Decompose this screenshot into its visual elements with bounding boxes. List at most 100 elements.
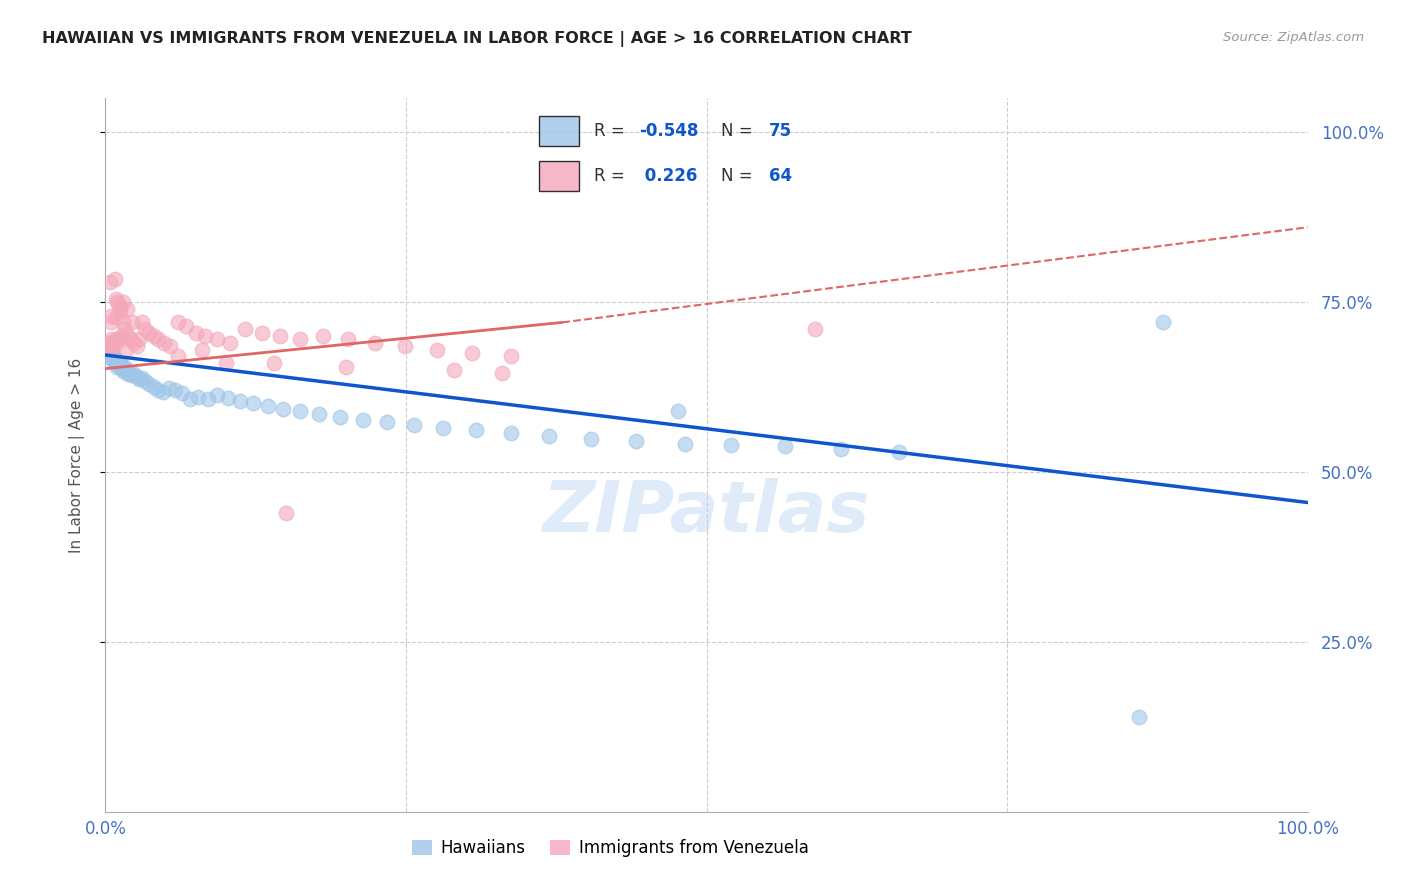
Point: [720, 438, 742, 452]
Point: [148, 383, 170, 397]
Point: [464, 424, 486, 438]
Point: [194, 329, 217, 343]
Point: [263, 356, 285, 370]
Point: [499, 426, 522, 441]
Point: [97, 343, 120, 357]
Text: 64: 64: [769, 168, 792, 186]
Legend: Hawaiians, Immigrants from Venezuela: Hawaiians, Immigrants from Venezuela: [405, 833, 815, 864]
Point: [114, 322, 136, 336]
Point: [98, 343, 121, 358]
Point: [100, 346, 122, 360]
Point: [773, 439, 796, 453]
Point: [187, 390, 209, 404]
Text: N =: N =: [721, 122, 758, 140]
Point: [335, 359, 357, 374]
Point: [830, 442, 852, 456]
Point: [337, 332, 360, 346]
Point: [107, 359, 129, 374]
Point: [98, 345, 121, 359]
Point: [104, 272, 127, 286]
Point: [443, 363, 465, 377]
FancyBboxPatch shape: [540, 116, 579, 146]
Point: [104, 353, 127, 368]
Y-axis label: In Labor Force | Age > 16: In Labor Force | Age > 16: [69, 358, 84, 552]
Point: [207, 332, 229, 346]
Point: [115, 301, 138, 316]
Text: -0.548: -0.548: [640, 122, 699, 140]
Point: [108, 301, 131, 316]
Point: [128, 372, 150, 386]
Text: N =: N =: [721, 168, 758, 186]
Point: [148, 332, 170, 346]
Point: [219, 335, 242, 350]
Point: [111, 332, 134, 346]
Point: [197, 392, 219, 407]
Point: [461, 346, 484, 360]
Point: [115, 364, 138, 378]
Text: R =: R =: [593, 122, 630, 140]
Point: [112, 361, 135, 376]
Point: [157, 381, 180, 395]
Point: [124, 367, 146, 381]
Point: [112, 364, 135, 378]
Point: [179, 392, 201, 406]
Point: [666, 403, 689, 417]
Point: [174, 318, 197, 333]
Point: [103, 352, 125, 367]
Point: [101, 352, 124, 367]
Point: [100, 351, 122, 366]
Point: [107, 355, 129, 369]
Point: [269, 329, 291, 343]
Point: [104, 351, 127, 365]
Point: [107, 295, 129, 310]
Point: [110, 360, 132, 375]
Point: [142, 329, 165, 343]
Point: [142, 380, 165, 394]
Point: [242, 396, 264, 410]
Text: 0.226: 0.226: [640, 168, 697, 186]
Point: [1128, 709, 1150, 723]
FancyBboxPatch shape: [540, 161, 579, 191]
Point: [329, 409, 352, 424]
Point: [112, 315, 135, 329]
Point: [124, 335, 146, 350]
Point: [105, 355, 128, 369]
Point: [165, 384, 187, 398]
Point: [131, 371, 153, 385]
Point: [120, 332, 142, 346]
Point: [107, 358, 129, 372]
Point: [364, 335, 387, 350]
Point: [97, 341, 120, 355]
Point: [138, 376, 160, 391]
Point: [134, 374, 156, 388]
Point: [312, 329, 335, 343]
Point: [673, 437, 696, 451]
Point: [131, 315, 153, 329]
Point: [166, 350, 188, 364]
Point: [290, 404, 312, 418]
Point: [111, 359, 134, 374]
Point: [1152, 315, 1174, 329]
Point: [115, 343, 138, 357]
Text: Source: ZipAtlas.com: Source: ZipAtlas.com: [1223, 31, 1364, 45]
Point: [105, 352, 128, 367]
Point: [166, 315, 188, 329]
Point: [394, 339, 416, 353]
Text: HAWAIIAN VS IMMIGRANTS FROM VENEZUELA IN LABOR FORCE | AGE > 16 CORRELATION CHAR: HAWAIIAN VS IMMIGRANTS FROM VENEZUELA IN…: [42, 31, 912, 47]
Point: [308, 407, 330, 421]
Point: [98, 275, 121, 289]
Point: [432, 421, 454, 435]
Point: [138, 326, 160, 340]
Point: [217, 391, 239, 405]
Point: [172, 386, 194, 401]
Point: [375, 415, 398, 429]
Point: [404, 417, 426, 432]
Point: [491, 367, 513, 381]
Point: [98, 335, 121, 350]
Point: [214, 356, 236, 370]
Text: R =: R =: [593, 168, 630, 186]
Point: [153, 335, 176, 350]
Point: [103, 334, 125, 349]
Point: [108, 359, 131, 373]
Point: [273, 401, 295, 416]
